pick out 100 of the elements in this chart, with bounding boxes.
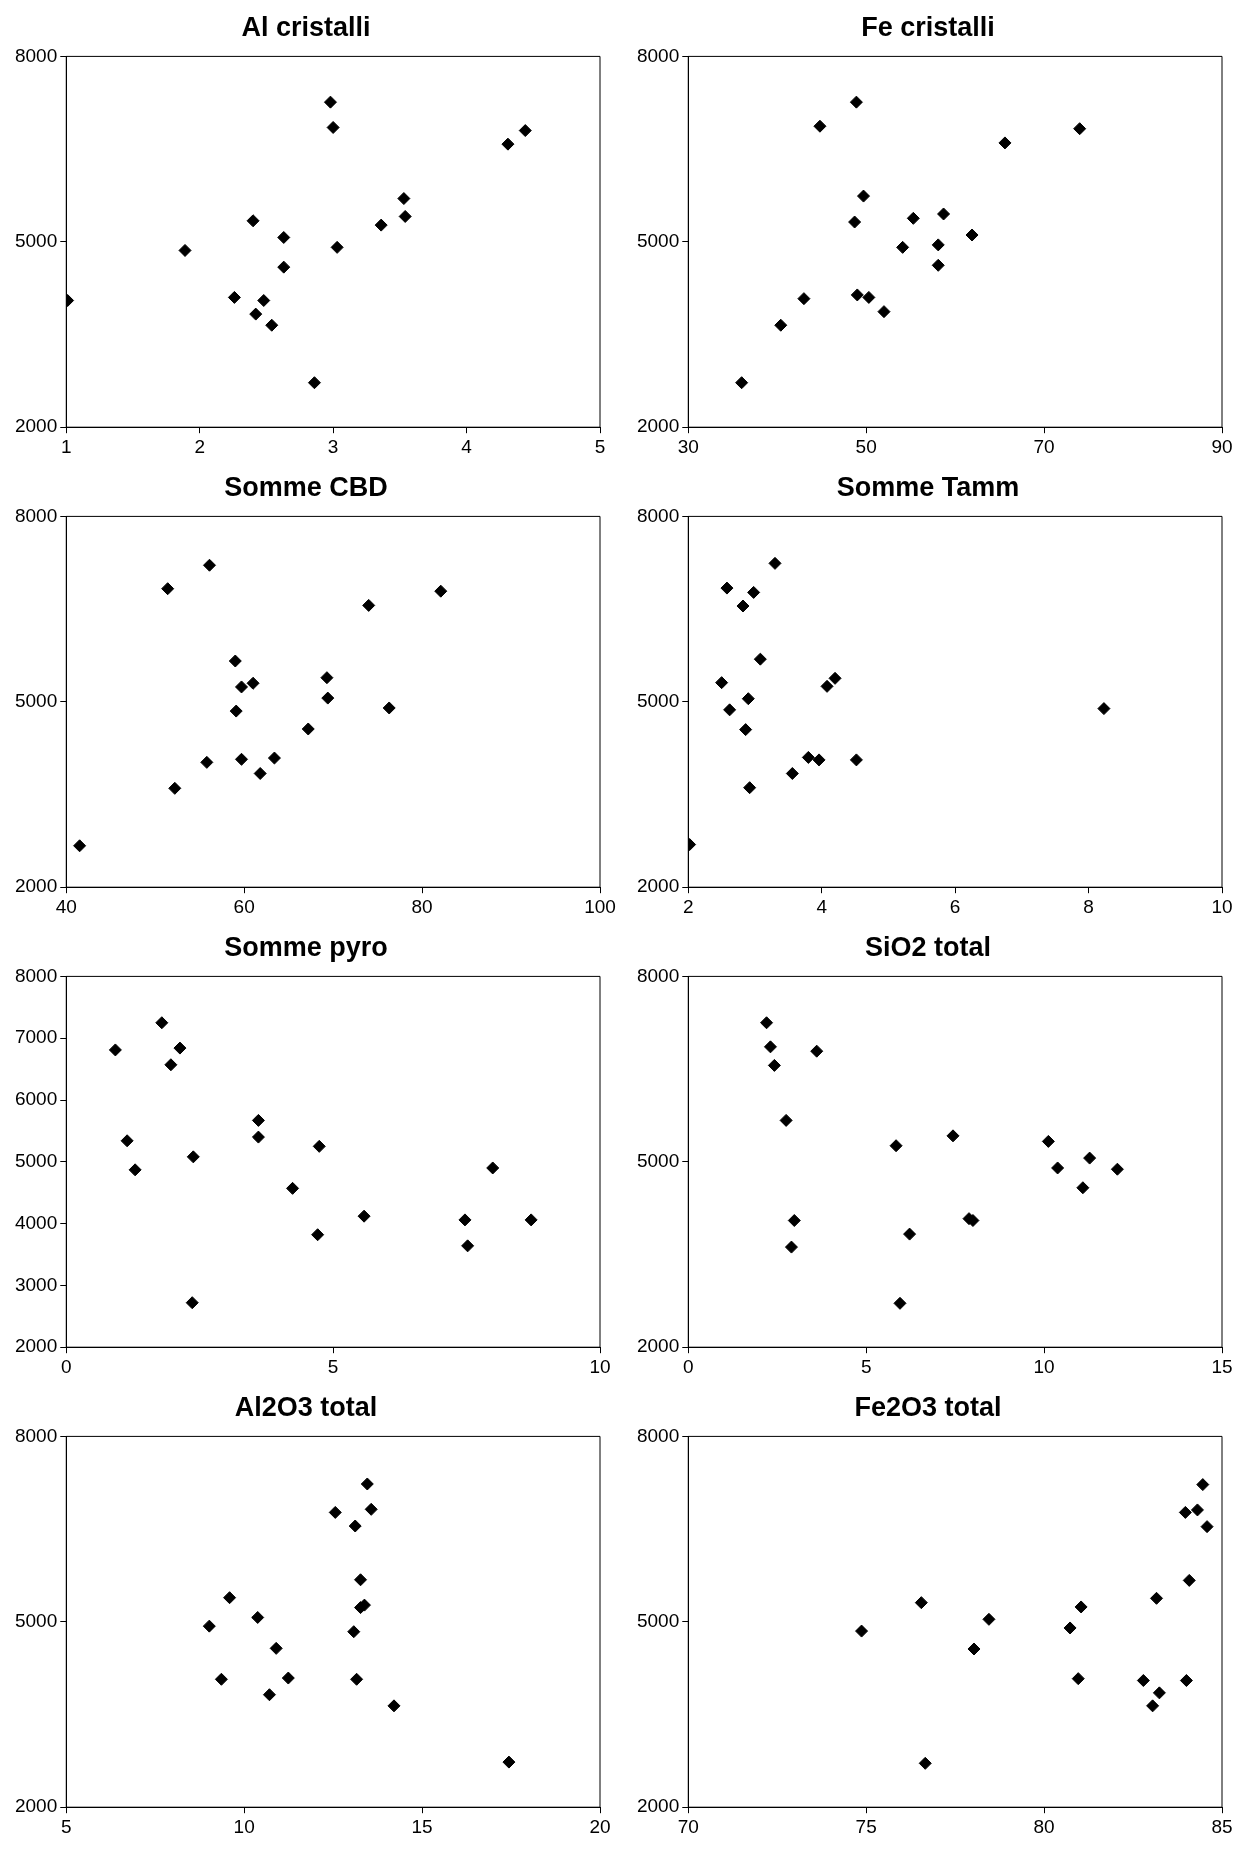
point: [262, 1688, 276, 1702]
y-tick-label: 5000: [636, 690, 680, 712]
point: [326, 120, 340, 134]
point: [228, 654, 242, 668]
point: [249, 307, 263, 321]
x-tick-label: 20: [589, 1815, 611, 1837]
point: [767, 1058, 781, 1072]
y-tick-label: 5000: [636, 230, 680, 252]
point: [202, 1619, 216, 1633]
point: [155, 1016, 169, 1030]
point: [741, 692, 755, 706]
point: [360, 1477, 374, 1491]
point: [1076, 1181, 1090, 1195]
point: [246, 676, 260, 690]
x-tick-label: 15: [1211, 1355, 1233, 1377]
x-tick-label: 5: [60, 1815, 72, 1837]
x-tick-label: 70: [677, 1815, 699, 1837]
point: [173, 1041, 187, 1055]
point: [382, 701, 396, 715]
x-tick-label: 10: [589, 1355, 611, 1377]
y-tick-label: 4000: [14, 1211, 58, 1233]
x-tick-label: 8: [1083, 895, 1094, 917]
x-tick-label: 90: [1211, 435, 1233, 457]
point: [387, 1699, 401, 1713]
point: [1097, 702, 1111, 716]
point: [931, 238, 945, 252]
y-tick-label: 8000: [636, 44, 680, 66]
y-tick-label: 8000: [636, 504, 680, 526]
point: [982, 1612, 996, 1626]
point: [906, 211, 920, 225]
x-tick-label: 0: [682, 1355, 694, 1377]
x-tick-label: 100: [584, 895, 616, 917]
point: [1063, 1621, 1077, 1635]
point: [330, 240, 344, 254]
point: [362, 598, 376, 612]
y-tick-label: 5000: [14, 1610, 58, 1632]
x-tick-label: 40: [55, 895, 77, 917]
chart-title: Somme Tamm: [836, 471, 1020, 502]
point: [768, 556, 782, 570]
x-tick-label: 30: [677, 435, 699, 457]
point: [857, 189, 871, 203]
y-tick-label: 2000: [636, 875, 680, 897]
y-tick-label: 5000: [636, 1150, 680, 1172]
point: [812, 753, 826, 767]
point: [1083, 1151, 1097, 1165]
point: [502, 1755, 516, 1769]
point: [1182, 1573, 1196, 1587]
point: [735, 376, 749, 390]
point: [398, 209, 412, 223]
point: [227, 290, 241, 304]
point: [820, 679, 834, 693]
y-tick-label: 2000: [14, 875, 58, 897]
chart-title: Al cristalli: [241, 11, 371, 42]
x-tick-label: 15: [411, 1815, 433, 1837]
point: [1196, 1478, 1210, 1492]
point: [1110, 1162, 1124, 1176]
y-tick-label: 2000: [14, 415, 58, 437]
point: [896, 240, 910, 254]
point: [120, 1134, 134, 1148]
x-tick-label: 10: [1033, 1355, 1055, 1377]
point: [739, 723, 753, 737]
point: [937, 207, 951, 221]
point: [903, 1227, 917, 1241]
point: [965, 228, 979, 242]
point: [753, 652, 767, 666]
point: [1073, 122, 1087, 136]
chart-title: SiO2 total: [864, 931, 992, 962]
point: [967, 1642, 981, 1656]
point: [277, 230, 291, 244]
point: [186, 1150, 200, 1164]
point: [281, 1671, 295, 1685]
chart-title: Somme CBD: [224, 471, 388, 502]
point: [810, 1044, 824, 1058]
chart-title: Fe cristalli: [861, 11, 995, 42]
point: [128, 1163, 142, 1177]
point: [229, 704, 243, 718]
point: [397, 192, 411, 206]
point: [202, 558, 216, 572]
point: [787, 1214, 801, 1228]
point: [235, 680, 249, 694]
point: [1041, 1134, 1055, 1148]
point: [720, 581, 734, 595]
x-tick-label: 70: [1033, 435, 1055, 457]
point: [946, 1129, 960, 1143]
y-tick-label: 5000: [14, 230, 58, 252]
y-tick-label: 2000: [636, 1335, 680, 1357]
y-tick-label: 8000: [636, 1424, 680, 1446]
y-tick-label: 5000: [14, 1150, 58, 1172]
point: [328, 1505, 342, 1519]
point: [828, 671, 842, 685]
x-tick-label: 80: [411, 895, 433, 917]
x-tick-label: 1: [60, 435, 72, 457]
x-tick-label: 85: [1211, 1815, 1233, 1837]
point: [760, 1016, 774, 1030]
chart-title: Fe2O3 total: [854, 1391, 1002, 1422]
point: [320, 671, 334, 685]
y-tick-label: 8000: [14, 44, 58, 66]
point: [277, 260, 291, 274]
point: [747, 585, 761, 599]
point: [235, 752, 249, 766]
